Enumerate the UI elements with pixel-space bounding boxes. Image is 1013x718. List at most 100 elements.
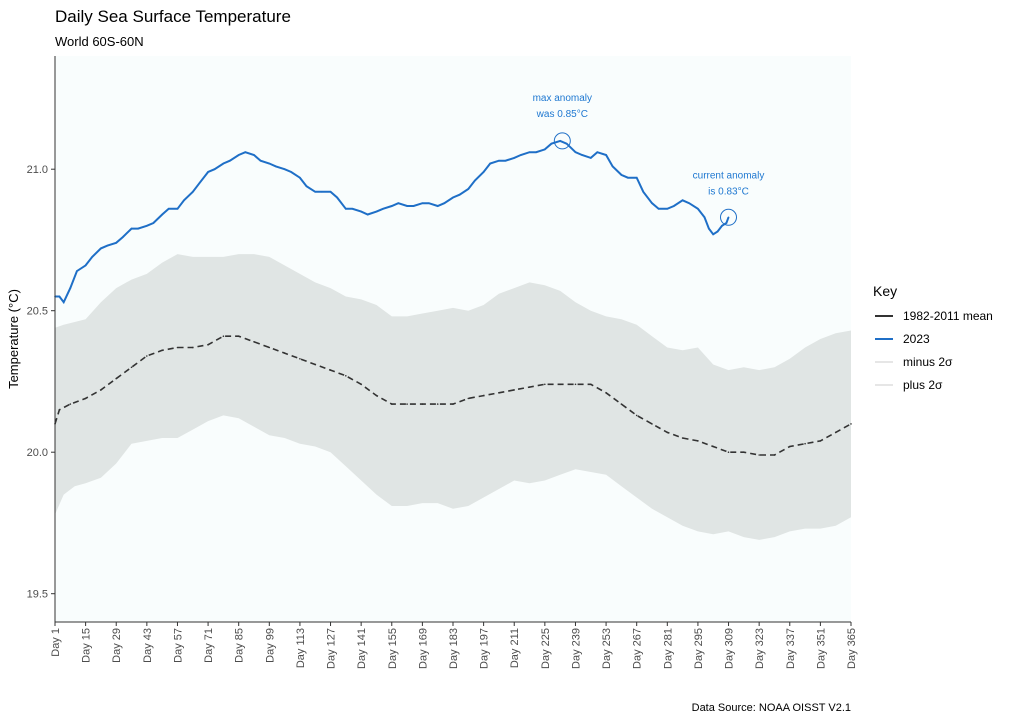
data-point-2023 <box>198 182 201 185</box>
x-tick-label: Day 365 <box>846 628 858 669</box>
data-point-mean <box>360 383 363 386</box>
legend: Key 1982-2011 mean 2023 minus 2σ plus 2σ <box>873 283 993 393</box>
data-point-2023 <box>305 185 308 187</box>
data-point-mean <box>559 383 561 386</box>
data-point-2023 <box>716 230 719 233</box>
data-point-2023 <box>62 301 65 304</box>
data-point-2023 <box>452 196 454 199</box>
data-point-2023 <box>642 191 645 193</box>
data-point-mean <box>58 409 61 411</box>
data-point-2023 <box>321 191 323 193</box>
x-tick-label: Day 197 <box>479 628 491 669</box>
data-point-mean <box>773 454 776 456</box>
data-point-2023 <box>146 225 148 227</box>
data-point-2023 <box>703 216 706 219</box>
y-axis-ticks: 19.5 20.0 20.5 21.0 <box>27 164 55 601</box>
data-point-2023 <box>375 210 378 213</box>
data-point-mean <box>635 414 638 417</box>
x-tick-label: Day 351 <box>815 628 827 669</box>
data-point-2023 <box>489 162 492 165</box>
annotation-label-line1: max anomaly <box>533 93 592 104</box>
data-point-2023 <box>345 208 347 210</box>
data-point-2023 <box>673 205 675 207</box>
x-tick-label: Day 85 <box>234 628 246 663</box>
y-tick-label: 20.0 <box>27 447 48 459</box>
x-tick-label: Day 15 <box>81 628 93 663</box>
data-point-mean <box>666 431 669 434</box>
data-point-mean <box>651 423 653 425</box>
data-point-2023 <box>565 142 568 145</box>
data-point-2023 <box>611 165 614 168</box>
data-point-mean <box>528 386 531 388</box>
x-tick-label: Day 57 <box>173 628 185 663</box>
data-point-mean <box>237 335 240 338</box>
x-tick-label: Day 127 <box>326 628 338 669</box>
x-tick-label: Day 295 <box>693 628 705 669</box>
series-line-mean <box>54 335 852 456</box>
data-point-2023 <box>436 205 439 207</box>
data-point-mean <box>192 346 194 349</box>
data-point-mean <box>391 403 393 405</box>
x-tick-label: Day 253 <box>601 628 613 669</box>
data-point-2023 <box>329 191 332 193</box>
data-point-2023 <box>574 151 577 153</box>
data-point-mean <box>268 346 271 349</box>
data-point-mean <box>253 341 255 343</box>
data-point-2023 <box>213 168 216 170</box>
data-point-2023 <box>69 287 72 289</box>
data-point-mean <box>406 403 408 405</box>
data-point-2023 <box>528 151 531 153</box>
data-point-2023 <box>229 159 231 162</box>
data-point-mean <box>544 383 546 386</box>
data-point-2023 <box>237 154 240 156</box>
data-point-2023 <box>482 171 485 173</box>
data-point-mean <box>375 394 378 397</box>
x-tick-label: Day 29 <box>111 628 123 663</box>
x-axis-ticks: Day 1 Day 15 Day 29 Day 43 Day 57 Day 71 Day 8… <box>50 622 858 669</box>
data-point-2023 <box>721 225 723 227</box>
data-point-2023 <box>412 205 415 207</box>
data-point-mean <box>421 403 424 405</box>
data-point-2023 <box>366 213 369 216</box>
data-point-mean <box>452 403 454 405</box>
x-tick-label: Day 141 <box>356 628 368 669</box>
data-point-2023 <box>620 174 623 176</box>
data-point-mean <box>758 454 760 456</box>
data-point-2023 <box>666 208 669 210</box>
data-point-2023 <box>535 151 537 153</box>
data-point-mean <box>498 392 500 394</box>
x-tick-label: Day 99 <box>264 628 276 663</box>
data-point-2023 <box>421 202 424 204</box>
data-point-mean <box>207 343 209 346</box>
legend-label: 1982-2011 mean <box>903 309 993 323</box>
chart-title: Daily Sea Surface Temperature <box>55 7 291 26</box>
x-tick-label: Day 309 <box>724 628 736 669</box>
x-tick-label: Day 169 <box>417 628 429 669</box>
y-tick-label: 19.5 <box>27 589 48 601</box>
data-points <box>54 140 852 456</box>
data-point-2023 <box>443 202 446 204</box>
data-point-mean <box>283 352 286 354</box>
data-point-2023 <box>259 159 262 162</box>
data-point-2023 <box>727 216 730 219</box>
data-point-mean <box>620 403 623 405</box>
data-point-mean <box>834 431 837 434</box>
data-point-2023 <box>268 162 271 165</box>
data-point-2023 <box>590 157 592 159</box>
data-point-mean <box>345 375 347 377</box>
data-point-2023 <box>336 196 338 199</box>
data-point-mean <box>743 451 745 454</box>
annotation-label-line1: current anomaly <box>693 170 765 181</box>
y-tick-label: 20.5 <box>27 306 48 318</box>
x-tick-label: Day 211 <box>509 628 521 668</box>
annotation-label-line2: was 0.85°C <box>536 109 588 120</box>
data-point-mean <box>467 397 470 400</box>
data-point-mean <box>804 442 806 445</box>
data-point-mean <box>329 369 332 371</box>
data-point-2023 <box>100 247 102 250</box>
data-point-2023 <box>550 142 553 145</box>
data-point-2023 <box>84 264 87 267</box>
data-point-2023 <box>207 171 209 173</box>
data-point-mean <box>84 397 87 400</box>
x-tick-label: Day 155 <box>387 628 399 669</box>
